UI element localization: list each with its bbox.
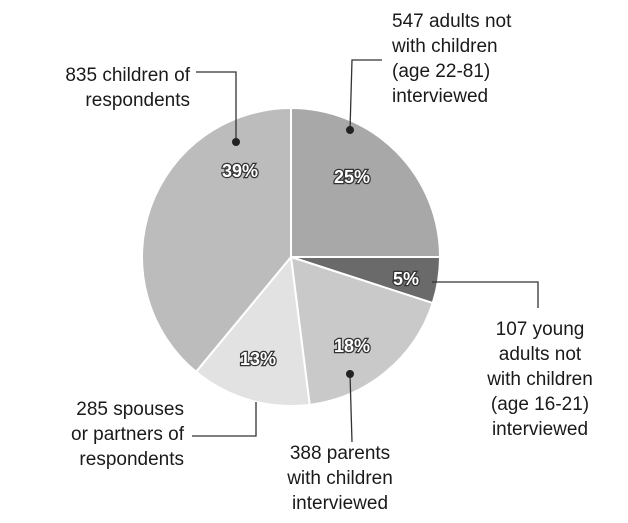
leader-line — [192, 402, 257, 437]
slice-label: or partners of — [71, 424, 185, 445]
slice-label: with children — [486, 369, 593, 390]
leader-line — [196, 71, 237, 142]
slice-label: respondents — [85, 90, 190, 111]
slice-percent-label: 18% — [334, 336, 370, 356]
slice-label: 835 children of — [65, 65, 190, 86]
leader-dot — [346, 370, 354, 378]
slice-percent-label: 25% — [334, 167, 370, 187]
leader-dot — [346, 126, 354, 134]
leader-line — [349, 373, 353, 443]
slice-label: with children — [391, 36, 498, 57]
slice-label: 285 spouses — [76, 399, 184, 420]
leader-line — [432, 281, 539, 308]
slice-label: respondents — [79, 449, 184, 470]
slice-percent-label: 13% — [240, 349, 276, 369]
pie-slice — [141, 106, 292, 374]
slice-percent-label: 39% — [222, 161, 258, 181]
slice-label: (age 16-21) — [491, 394, 589, 415]
leader-dot — [232, 138, 240, 146]
slice-label: 547 adults not — [392, 11, 512, 32]
slice-label: with children — [286, 468, 393, 489]
slice-label: interviewed — [492, 419, 588, 440]
slice-percent-label: 5% — [393, 269, 419, 289]
slice-label: interviewed — [292, 493, 388, 514]
slice-label: 388 parents — [290, 443, 390, 464]
slice-label: interviewed — [392, 86, 488, 107]
slice-label: 107 young — [496, 319, 585, 340]
slice-label: adults not — [499, 344, 582, 365]
pie-slice — [289, 255, 434, 406]
slice-label: (age 22-81) — [392, 61, 490, 82]
leader-line — [349, 59, 382, 131]
pie-slice — [290, 106, 442, 258]
pie-slice — [194, 254, 311, 407]
